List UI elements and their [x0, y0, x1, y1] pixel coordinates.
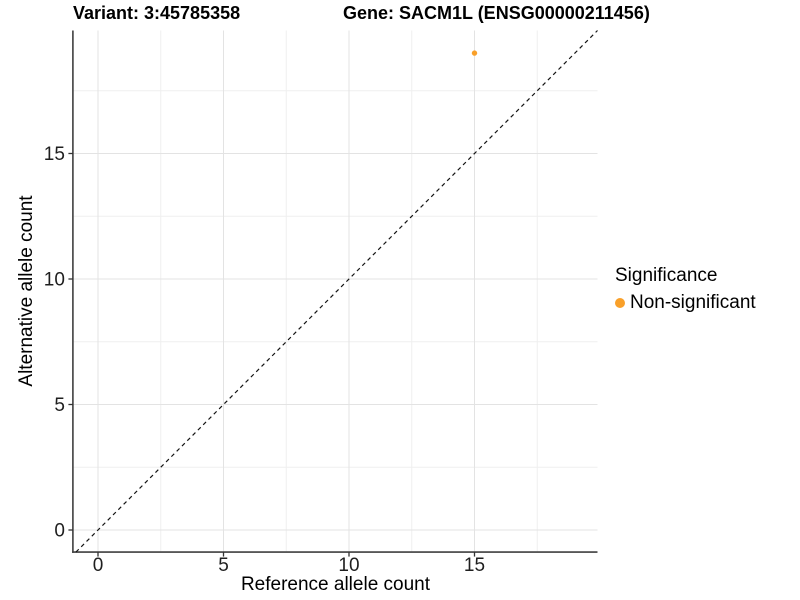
variant-title: Variant: 3:45785358 — [73, 3, 241, 23]
x-tick-label: 5 — [218, 555, 229, 576]
identity-line — [75, 30, 598, 553]
legend: Significance Non-significant — [615, 265, 756, 314]
legend-point-icon — [615, 298, 625, 309]
x-tick-label: 15 — [464, 555, 485, 576]
legend-entry: Non-significant — [615, 291, 756, 314]
x-axis-title: Reference allele count — [240, 574, 431, 595]
y-tick-label: 10 — [44, 270, 65, 291]
legend-title: Significance — [615, 265, 718, 286]
x-tick-label: 0 — [93, 555, 104, 576]
y-tick-label: 0 — [54, 521, 65, 542]
legend-entry-label: Non-significant — [630, 291, 756, 313]
gene-title: Gene: SACM1L (ENSG00000211456) — [343, 3, 650, 23]
data-point — [471, 50, 478, 56]
x-tick-label: 10 — [338, 555, 359, 576]
y-tick-label: 15 — [44, 144, 65, 165]
y-tick-label: 5 — [54, 395, 65, 416]
y-axis-title: Alternative allele count — [16, 195, 37, 387]
